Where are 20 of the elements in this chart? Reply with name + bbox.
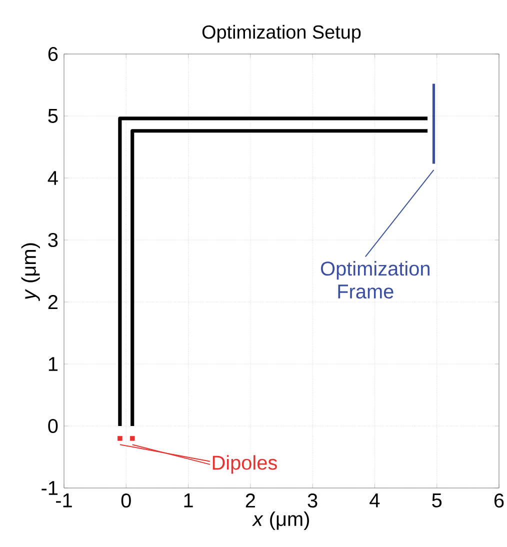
y-axis-title: y (μm) bbox=[21, 243, 40, 302]
y-tick-label: 0 bbox=[48, 418, 58, 434]
y-tick-label: -1 bbox=[42, 481, 58, 495]
x-tick-label: 4 bbox=[370, 494, 380, 508]
x-axis-title: x (μm) bbox=[252, 511, 309, 530]
chart-title: Optimization Setup bbox=[202, 24, 361, 42]
x-tick-label: 2 bbox=[246, 494, 255, 508]
y-tick-label: 3 bbox=[48, 232, 58, 248]
x-tick-label: 3 bbox=[308, 494, 318, 508]
x-tick-label: 1 bbox=[184, 494, 193, 508]
y-tick-label: 6 bbox=[48, 46, 58, 62]
x-tick-label: 5 bbox=[432, 494, 442, 508]
y-tick-label: 2 bbox=[48, 295, 58, 309]
x-tick-label: 0 bbox=[121, 494, 131, 508]
y-tick-label: 5 bbox=[48, 109, 58, 123]
y-tick-label: 4 bbox=[48, 171, 58, 185]
annotation: Optimization Frame bbox=[320, 261, 430, 299]
y-tick-label: 1 bbox=[48, 357, 58, 371]
x-tick-label: 6 bbox=[494, 494, 504, 508]
annotation: Dipoles bbox=[212, 455, 277, 474]
